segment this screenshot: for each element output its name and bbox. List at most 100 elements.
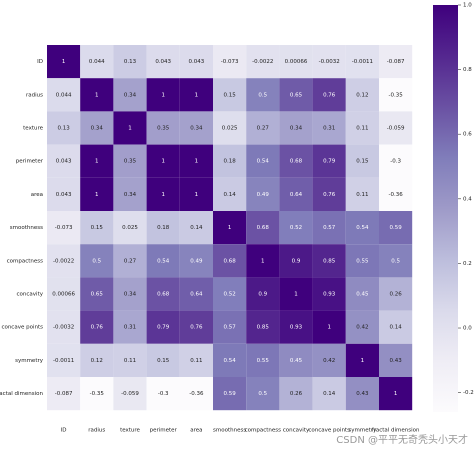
heatmap-cell xyxy=(179,244,213,278)
heatmap-cell xyxy=(47,144,81,178)
cell-label: 0.52 xyxy=(223,292,235,298)
cell-label: 0.54 xyxy=(257,159,270,165)
heatmap-cell xyxy=(179,343,213,377)
cell-label: 0.14 xyxy=(323,391,336,397)
cell-label: 0.76 xyxy=(190,325,203,331)
heatmap-cell xyxy=(213,377,247,411)
heatmap-cell xyxy=(179,177,213,211)
y-tick-label: concavity xyxy=(17,292,44,298)
heatmap-cell xyxy=(312,45,346,79)
heatmap-cell xyxy=(213,244,247,278)
heatmap-cell xyxy=(345,177,379,211)
cell-label: 0.15 xyxy=(223,92,236,98)
cell-label: 1 xyxy=(128,126,132,132)
heatmap-cell xyxy=(179,144,213,178)
heatmap-cell xyxy=(80,144,114,178)
x-tick-label: symmetry xyxy=(348,428,377,434)
cell-label: 0.14 xyxy=(389,325,402,331)
heatmap-cell xyxy=(345,144,379,178)
cell-label: -0.059 xyxy=(387,126,405,132)
heatmap-cell xyxy=(279,377,313,411)
heatmap-cell xyxy=(345,310,379,344)
cell-label: 0.11 xyxy=(190,358,202,364)
cell-label: -0.35 xyxy=(90,391,105,397)
cell-label: 0.31 xyxy=(323,126,335,132)
y-tick-label: smoothness xyxy=(10,225,43,231)
heatmap-cell xyxy=(279,277,313,311)
y-tick-label: symmetry xyxy=(15,358,44,364)
x-tick-label: compactness xyxy=(245,428,282,434)
heatmap-cell xyxy=(80,45,114,79)
cell-label: 0.35 xyxy=(124,159,137,165)
cell-label: 0.34 xyxy=(190,126,203,132)
cell-label: 0.34 xyxy=(91,126,104,132)
cell-label: 0.5 xyxy=(92,258,101,264)
heatmap-cell xyxy=(379,277,413,311)
cell-label: 0.34 xyxy=(124,92,137,98)
cell-label: 1 xyxy=(161,192,165,198)
cell-label: -0.0011 xyxy=(53,358,74,364)
heatmap-cell xyxy=(312,343,346,377)
cell-label: 0.54 xyxy=(157,258,170,264)
heatmap-cell xyxy=(47,78,81,112)
y-tick-label: fractal dimension xyxy=(0,391,44,397)
heatmap-cell xyxy=(379,244,413,278)
cell-label: 0.15 xyxy=(91,225,104,231)
heatmap-cell xyxy=(279,343,313,377)
cell-label: 0.043 xyxy=(56,159,72,165)
heatmap-cell xyxy=(279,144,313,178)
cell-label: 0.49 xyxy=(190,258,203,264)
cell-label: 0.025 xyxy=(222,126,238,132)
cell-label: -0.059 xyxy=(121,391,139,397)
heatmap-cell xyxy=(246,144,280,178)
heatmap-cell xyxy=(47,211,81,245)
heatmap-cell xyxy=(146,377,180,411)
cell-label: 0.18 xyxy=(223,159,236,165)
cell-label: 0.93 xyxy=(323,292,336,298)
cell-label: 0.57 xyxy=(323,225,336,231)
heatmap-cell xyxy=(179,277,213,311)
heatmap-cell xyxy=(179,78,213,112)
cell-label: 0.00066 xyxy=(52,292,75,298)
heatmap-cell xyxy=(113,277,147,311)
cell-label: 0.68 xyxy=(290,159,303,165)
cell-label: 1 xyxy=(361,358,365,364)
heatmap-cell xyxy=(179,111,213,145)
heatmap-cell xyxy=(213,211,247,245)
heatmap-cell xyxy=(345,377,379,411)
cell-label: 0.59 xyxy=(389,225,402,231)
heatmap-cell xyxy=(80,310,114,344)
heatmap-cell xyxy=(246,377,280,411)
heatmap-cell xyxy=(47,310,81,344)
heatmap-cell xyxy=(179,45,213,79)
heatmap-cell xyxy=(312,377,346,411)
heatmap-cell xyxy=(179,310,213,344)
cell-label: 0.14 xyxy=(190,225,203,231)
heatmap-cell xyxy=(279,244,313,278)
cell-label: 0.025 xyxy=(122,225,138,231)
cell-label: 1 xyxy=(161,92,165,98)
cell-label: 0.15 xyxy=(356,159,369,165)
cell-label: 0.11 xyxy=(124,358,136,364)
cell-label: 0.85 xyxy=(257,325,270,331)
heatmap-cell xyxy=(113,310,147,344)
cell-label: 0.9 xyxy=(258,292,267,298)
cell-label: 0.68 xyxy=(157,292,170,298)
cell-label: 0.34 xyxy=(124,292,137,298)
heatmap-cell xyxy=(80,277,114,311)
cell-label: 0.5 xyxy=(258,391,267,397)
heatmap-cell xyxy=(80,111,114,145)
heatmap-cell xyxy=(312,111,346,145)
heatmap-cell xyxy=(146,111,180,145)
cell-label: 1 xyxy=(161,159,165,165)
heatmap-cell xyxy=(47,343,81,377)
heatmap-cell xyxy=(312,211,346,245)
cell-label: 1 xyxy=(195,92,199,98)
heatmap-cell xyxy=(379,144,413,178)
heatmap-cell xyxy=(113,111,147,145)
heatmap-cell xyxy=(213,111,247,145)
cell-label: 0.54 xyxy=(223,358,236,364)
cell-label: 0.27 xyxy=(124,258,137,264)
cell-label: 0.044 xyxy=(89,59,105,65)
cell-label: 0.27 xyxy=(257,126,270,132)
